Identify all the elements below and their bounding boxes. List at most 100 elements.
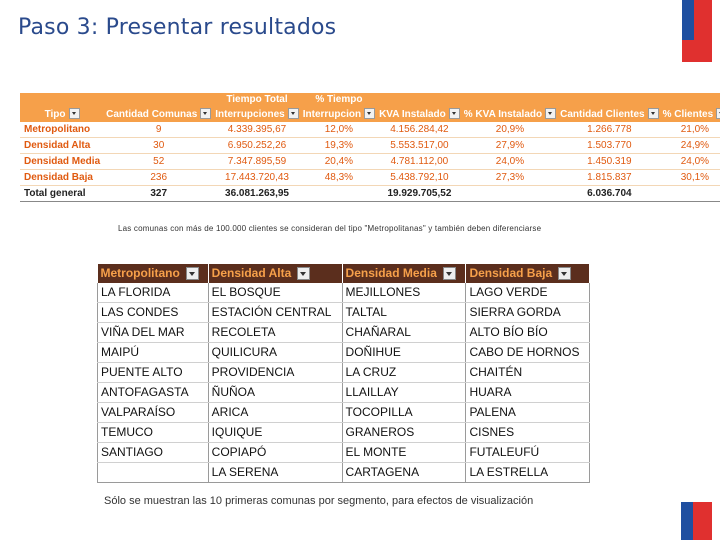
table2-cell: LA FLORIDA	[97, 283, 209, 303]
table1-cell: 30	[104, 137, 214, 154]
table2-header-densidad-media: Densidad Media	[342, 264, 467, 283]
table1-cell: 9	[104, 122, 214, 138]
table2-cell: EL BOSQUE	[208, 283, 343, 303]
table2-cell: COPIAPÓ	[208, 442, 343, 463]
filter-dropdown-icon[interactable]	[545, 108, 557, 120]
table2-header-label: Densidad Media	[345, 266, 437, 280]
filter-dropdown-icon[interactable]	[647, 108, 659, 120]
table1-cell: 21,0%	[660, 122, 720, 138]
table1-cell: 1.503.770	[558, 137, 661, 154]
table2-cell: GRANEROS	[342, 422, 467, 443]
table1-header-top-7	[660, 93, 720, 107]
table1-header-top-5	[461, 93, 559, 107]
table1-header-pct-tiempo: Interrupcion	[300, 107, 378, 122]
table1-header-cantidad-comunas: Cantidad Comunas	[104, 107, 214, 122]
table1-cell: Metropolitano	[20, 122, 105, 138]
table1-total-cell: 36.081.263,95	[213, 185, 301, 202]
table1-cell: 6.950.252,26	[213, 137, 301, 154]
table1-total-cell	[300, 185, 378, 202]
table1-header-label: % Clientes	[662, 108, 714, 120]
table2-cell: MAIPÚ	[97, 342, 209, 363]
table-row: LA SERENA CARTAGENA LA ESTRELLA	[97, 462, 590, 483]
table1-header-top-2: Tiempo Total	[213, 93, 301, 107]
table2-cell: HUARA	[465, 382, 590, 403]
comunas-by-segment-table: Metropolitano Densidad Alta Densidad Med…	[97, 264, 590, 483]
table2-cell: TOCOPILLA	[342, 402, 467, 423]
filter-dropdown-icon[interactable]	[200, 108, 212, 120]
flag-red-stripe	[694, 0, 712, 40]
table2-cell: DOÑIHUE	[342, 342, 467, 363]
table2-header-metropolitano: Metropolitano	[97, 264, 209, 283]
table1-cell: 27,9%	[461, 137, 559, 154]
table1-cell: Densidad Media	[20, 153, 105, 170]
table-row: SANTIAGO COPIAPÓ EL MONTE FUTALEUFÚ	[97, 442, 590, 463]
filter-dropdown-icon[interactable]	[287, 108, 299, 120]
table-row: TEMUCO IQUIQUE GRANEROS CISNES	[97, 422, 590, 443]
table-row: MAIPÚ QUILICURA DOÑIHUE CABO DE HORNOS	[97, 342, 590, 363]
table-row: PUENTE ALTO PROVIDENCIA LA CRUZ CHAITÉN	[97, 362, 590, 383]
table1-cell: 19,3%	[300, 137, 378, 154]
table2-cell: LA SERENA	[208, 462, 343, 483]
table1-cell: Densidad Baja	[20, 169, 105, 186]
table1-cell: 24,0%	[660, 153, 720, 170]
filter-dropdown-icon[interactable]	[442, 267, 456, 281]
table1-total-cell	[660, 185, 720, 202]
table1-header-pct-kva: % KVA Instalado	[461, 107, 559, 122]
table1-cell: 4.156.284,42	[377, 122, 462, 138]
table-row: VALPARAÍSO ARICA TOCOPILLA PALENA	[97, 402, 590, 423]
table1-header-top-4	[377, 93, 462, 107]
table1-header-tipo: Tipo	[20, 107, 105, 122]
flag-blue-stripe	[681, 502, 693, 540]
table1-header-row: Tipo Cantidad Comunas Interrupciones Int…	[20, 107, 720, 122]
table2-cell: LLAILLAY	[342, 382, 467, 403]
table1-header-top-1	[104, 93, 214, 107]
page-title: Paso 3: Presentar resultados	[18, 15, 337, 40]
table1-cell: 24,9%	[660, 137, 720, 154]
filter-dropdown-icon[interactable]	[558, 267, 572, 281]
table1-header-top-3: % Tiempo	[300, 93, 378, 107]
table1-total-cell: 327	[104, 185, 214, 202]
filter-dropdown-icon[interactable]	[185, 267, 199, 281]
table1-header-label: Interrupcion	[302, 108, 362, 120]
table2-cell: ANTOFAGASTA	[97, 382, 209, 403]
table2-cell: LA ESTRELLA	[465, 462, 590, 483]
table2-cell: TALTAL	[342, 302, 467, 323]
table2-cell: VIÑA DEL MAR	[97, 322, 209, 343]
flag-red-band	[682, 40, 712, 62]
summary-pivot-table: Tiempo Total % Tiempo Tipo Cantidad Comu…	[20, 93, 720, 202]
table1-header-clientes: Cantidad Clientes	[558, 107, 661, 122]
table1-header-label: KVA Instalado	[379, 108, 446, 120]
filter-dropdown-icon[interactable]	[716, 108, 720, 120]
table2-cell: QUILICURA	[208, 342, 343, 363]
table2-header-label: Metropolitano	[100, 266, 180, 280]
filter-dropdown-icon[interactable]	[68, 108, 80, 120]
table1-cell: 30,1%	[660, 169, 720, 186]
table1-cell: 4.781.112,00	[377, 153, 462, 170]
flag-decoration-top	[682, 0, 712, 62]
table1-cell: 27,3%	[461, 169, 559, 186]
table2-cell: ARICA	[208, 402, 343, 423]
filter-dropdown-icon[interactable]	[448, 108, 460, 120]
table1-header-top-6	[558, 93, 661, 107]
table2-cell: LAS CONDES	[97, 302, 209, 323]
table1-cell: 7.347.895,59	[213, 153, 301, 170]
table1-cell: 48,3%	[300, 169, 378, 186]
table1-cell: 12,0%	[300, 122, 378, 138]
table1-header-row-top: Tiempo Total % Tiempo	[20, 93, 720, 107]
table2-cell: CHAITÉN	[465, 362, 590, 383]
table1-total-cell: 19.929.705,52	[377, 185, 462, 202]
table-row: ANTOFAGASTA ÑUÑOA LLAILLAY HUARA	[97, 382, 590, 403]
table-row: Densidad Alta 30 6.950.252,26 19,3% 5.55…	[20, 137, 720, 154]
table2-cell: IQUIQUE	[208, 422, 343, 443]
table2-cell: VALPARAÍSO	[97, 402, 209, 423]
table1-header-label: Tipo	[44, 108, 66, 120]
table1-header-kva: KVA Instalado	[377, 107, 462, 122]
table2-cell: SIERRA GORDA	[465, 302, 590, 323]
filter-dropdown-icon[interactable]	[364, 108, 376, 120]
table1-total-cell: 6.036.704	[558, 185, 661, 202]
table2-header-label: Densidad Alta	[211, 266, 292, 280]
table1-cell: 52	[104, 153, 214, 170]
table-row: LAS CONDES ESTACIÓN CENTRAL TALTAL SIERRA G…	[97, 302, 590, 323]
filter-dropdown-icon[interactable]	[297, 267, 311, 281]
table1-cell: Densidad Alta	[20, 137, 105, 154]
